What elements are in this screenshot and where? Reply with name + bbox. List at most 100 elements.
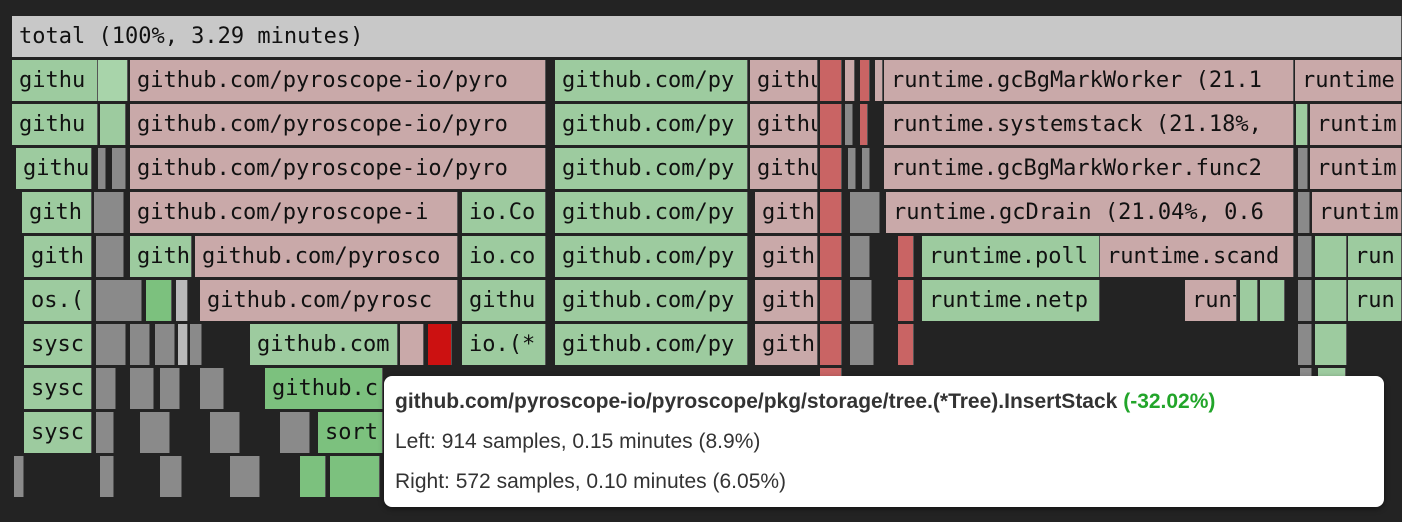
frame[interactable]: githu [462,280,546,321]
frame-sliver[interactable] [190,324,202,365]
frame-sliver[interactable] [845,60,855,101]
frame[interactable]: runtime.gcBgMarkWorker (21.1 [884,60,1294,101]
frame-sliver[interactable] [400,324,424,365]
frame-sliver[interactable] [1298,324,1312,365]
frame-sliver[interactable] [112,148,126,189]
frame[interactable]: github.com/py [555,104,748,145]
frame-sliver[interactable] [850,192,880,233]
frame-sliver[interactable] [160,456,182,497]
frame[interactable]: githu [12,104,98,145]
frame-sliver[interactable] [300,456,326,497]
frame[interactable]: run [1348,236,1402,277]
frame-sliver[interactable] [820,236,842,277]
frame[interactable]: gith [755,324,818,365]
frame[interactable]: sysc [24,412,92,453]
frame-sliver[interactable] [428,324,452,365]
frame-sliver[interactable] [898,324,914,365]
frame-sliver[interactable] [130,324,150,365]
frame-sliver[interactable] [1315,324,1347,365]
frame-sliver[interactable] [100,104,126,145]
frame-sliver[interactable] [820,192,842,233]
frame[interactable]: github.com/py [555,148,748,189]
frame[interactable]: sysc [24,368,92,409]
frame[interactable]: github.com/pyrosc [200,280,458,321]
frame[interactable]: github.com/py [555,280,748,321]
frame[interactable]: github.com/pyroscope-i [130,192,458,233]
frame[interactable]: github.com/py [555,324,748,365]
frame[interactable]: gith [130,236,192,277]
frame[interactable]: runtime [1295,60,1402,101]
frame-sliver[interactable] [330,456,380,497]
frame[interactable]: github.com/py [555,192,748,233]
frame-sliver[interactable] [898,236,914,277]
frame[interactable]: githu [750,60,818,101]
frame[interactable]: run [1348,280,1402,321]
frame-sliver[interactable] [850,236,870,277]
frame[interactable]: github.com [250,324,398,365]
frame-sliver[interactable] [98,60,128,101]
frame-sliver[interactable] [845,104,853,145]
frame[interactable]: runtime.gcBgMarkWorker.func2 [884,148,1294,189]
frame-sliver[interactable] [862,148,870,189]
frame[interactable]: io.co [462,236,546,277]
frame[interactable]: sysc [24,324,92,365]
frame-sliver[interactable] [96,280,142,321]
frame-sliver[interactable] [280,412,310,453]
frame-sliver[interactable] [130,368,154,409]
frame-sliver[interactable] [1315,280,1347,321]
frame-sliver[interactable] [146,280,172,321]
frame[interactable]: gith [755,236,818,277]
frame-sliver[interactable] [820,60,842,101]
frame[interactable]: runtim [1310,104,1402,145]
frame-sliver[interactable] [96,324,126,365]
frame[interactable]: github.com/pyrosco [195,236,458,277]
frame-sliver[interactable] [96,236,124,277]
frame[interactable]: os.( [24,280,92,321]
frame[interactable]: githu [16,148,92,189]
frame-sliver[interactable] [1298,236,1312,277]
frame-sliver[interactable] [14,456,24,497]
frame-sliver[interactable] [1296,104,1308,145]
frame-sliver[interactable] [200,368,224,409]
frame-sliver[interactable] [898,280,914,321]
frame-sliver[interactable] [1298,280,1312,321]
frame[interactable]: total (100%, 3.29 minutes) [12,16,1402,57]
frame[interactable]: githu [750,104,818,145]
frame-sliver[interactable] [1260,280,1285,321]
frame-sliver[interactable] [820,148,842,189]
frame-sliver[interactable] [820,324,842,365]
frame-sliver[interactable] [96,368,116,409]
frame-sliver[interactable] [1240,280,1258,321]
frame[interactable]: github.com/py [555,236,748,277]
frame-sliver[interactable] [155,324,175,365]
frame-sliver[interactable] [860,60,870,101]
frame-sliver[interactable] [875,60,883,101]
frame[interactable]: runtime.poll [922,236,1100,277]
frame[interactable]: runtime.gcDrain (21.04%, 0.6 [886,192,1294,233]
frame-sliver[interactable] [1298,192,1310,233]
frame-sliver[interactable] [850,324,874,365]
frame[interactable]: githu [12,60,98,101]
frame[interactable]: runtime.netp [922,280,1100,321]
frame-sliver[interactable] [1315,236,1347,277]
frame[interactable]: runtim [1312,192,1402,233]
frame[interactable]: runtime.systemstack (21.18%, [884,104,1294,145]
frame-sliver[interactable] [140,412,170,453]
frame-sliver[interactable] [178,324,188,365]
frame[interactable]: github.com/pyroscope-io/pyro [130,104,546,145]
frame[interactable]: io.(* [462,324,546,365]
frame[interactable]: github.com/pyroscope-io/pyro [130,148,546,189]
frame-sliver[interactable] [820,104,842,145]
frame-sliver[interactable] [230,456,260,497]
frame-sliver[interactable] [210,412,240,453]
frame-sliver[interactable] [848,148,856,189]
frame-sliver[interactable] [160,368,180,409]
frame[interactable]: gith [755,280,818,321]
frame-sliver[interactable] [98,148,106,189]
frame-sliver[interactable] [820,280,842,321]
frame-sliver[interactable] [176,280,188,321]
frame-sliver[interactable] [1298,148,1308,189]
frame-sliver[interactable] [96,412,114,453]
frame[interactable]: runtime.scand [1100,236,1294,277]
frame[interactable]: github.com/py [555,60,748,101]
